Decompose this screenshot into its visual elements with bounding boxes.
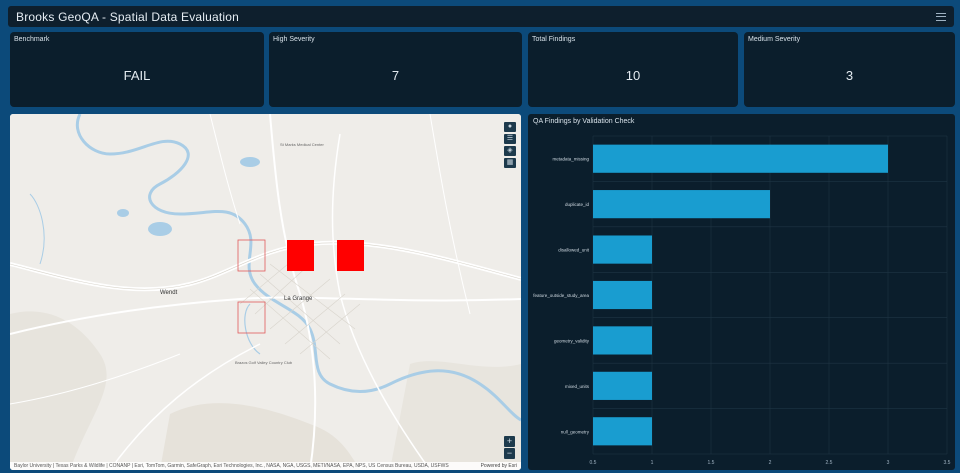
x-tick-label: 1.5: [708, 460, 715, 466]
flagged-area-outline[interactable]: [237, 301, 266, 334]
card-value: 7: [391, 68, 400, 83]
x-tick-label: 1: [651, 460, 654, 466]
category-label: feature_outside_study_area: [533, 293, 589, 298]
total-findings-card: Total Findings 10: [528, 32, 738, 107]
bar-mixed-units[interactable]: [593, 371, 652, 400]
high-severity-card: High Severity 7: [269, 32, 522, 107]
flagged-area-high[interactable]: [287, 240, 314, 271]
zoom-in-button[interactable]: +: [504, 436, 515, 447]
category-label: null_geometry: [561, 429, 590, 434]
card-value: FAIL: [123, 68, 151, 83]
map-view[interactable]: Wendt La Grange St Marks Medical Center …: [10, 114, 521, 470]
x-tick-label: 3: [887, 460, 890, 466]
card-value: 3: [845, 68, 854, 83]
bar-geometry-validity[interactable]: [593, 326, 652, 355]
category-label: mixed_units: [565, 384, 590, 389]
card-value: 10: [625, 68, 641, 83]
x-tick-label: 3.5: [944, 460, 951, 466]
basemap[interactable]: [10, 114, 521, 470]
poi-label-country-club: Brazos Golf Valley Country Club: [235, 360, 293, 365]
town-label-la-grange: La Grange: [284, 296, 313, 302]
card-label: Benchmark: [14, 36, 50, 43]
x-tick-label: 2.5: [826, 460, 833, 466]
flagged-area-high[interactable]: [337, 240, 364, 271]
layers-list-icon[interactable]: ☰: [504, 134, 516, 144]
attribution-text: Baylor University | Texas Parks & Wildli…: [14, 463, 449, 469]
basemap-icon[interactable]: ▦: [504, 158, 516, 168]
powered-by-esri[interactable]: Powered by Esri: [480, 463, 517, 469]
category-label: geometry_validity: [554, 338, 590, 343]
card-label: High Severity: [273, 36, 315, 43]
benchmark-card: Benchmark FAIL: [10, 32, 264, 107]
bar-null-geometry[interactable]: [593, 417, 652, 446]
zoom-out-button[interactable]: −: [504, 448, 515, 459]
card-label: Medium Severity: [748, 36, 801, 43]
layers-icon[interactable]: ◈: [504, 146, 516, 156]
flagged-area-outline[interactable]: [237, 239, 266, 272]
category-label: metadata_missing: [552, 157, 589, 162]
bar-feature-outside-study-area[interactable]: [593, 280, 652, 310]
x-tick-label: 0.5: [590, 460, 597, 466]
bar-duplicate-id[interactable]: [593, 190, 770, 219]
town-label-wendt: Wendt: [160, 290, 178, 296]
app-header: Brooks GeoQA - Spatial Data Evaluation: [8, 6, 954, 27]
card-label: Total Findings: [532, 36, 576, 43]
person-icon[interactable]: ●: [504, 122, 516, 132]
hamburger-menu-icon[interactable]: [936, 12, 946, 21]
poi-label-medical: St Marks Medical Center: [280, 142, 324, 147]
bar-metadata-missing[interactable]: [593, 144, 888, 173]
findings-bar-chart: 0.5 1 1.5 2 2.5 3 3.5 metadata_missing duplicate…: [533, 135, 951, 466]
map-toolbar: ● ☰ ◈ ▦: [504, 122, 516, 168]
x-tick-label: 2: [769, 460, 772, 466]
findings-chart-panel: QA Findings by Validation Check 0.5 1 1.5 2…: [528, 114, 955, 470]
medium-severity-card: Medium Severity 3: [744, 32, 955, 107]
map-attribution: Baylor University | Texas Parks & Wildli…: [10, 462, 521, 470]
category-label: duplicate_id: [565, 202, 590, 207]
bar-disallowed-unit[interactable]: [593, 235, 652, 264]
chart-title: QA Findings by Validation Check: [533, 118, 635, 125]
category-label: disallowed_unit: [558, 248, 590, 253]
page-title: Brooks GeoQA - Spatial Data Evaluation: [16, 9, 240, 24]
